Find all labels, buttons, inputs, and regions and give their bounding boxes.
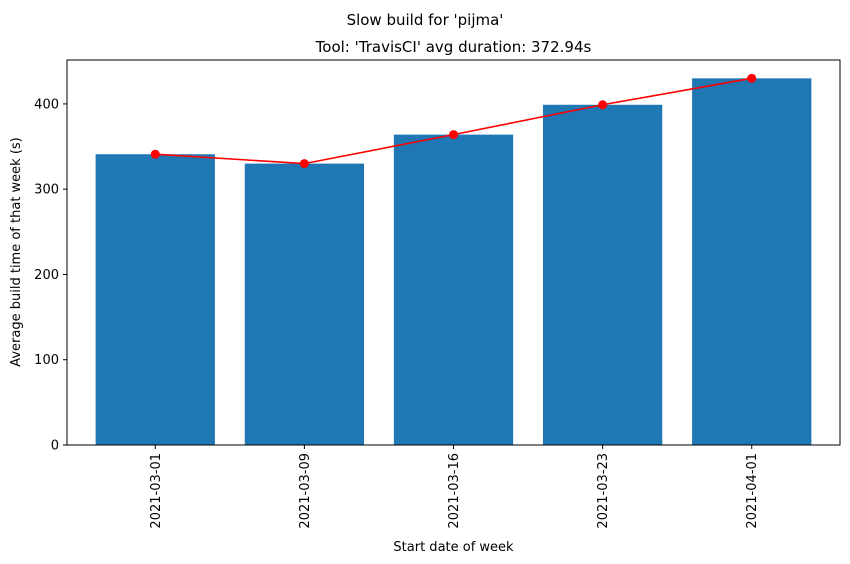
bar	[393, 134, 514, 445]
y-axis-label: Average build time of that week (s)	[9, 137, 24, 367]
line-point	[598, 100, 608, 110]
bars-group	[95, 78, 812, 446]
line-point	[150, 149, 160, 159]
x-tick-label: 2021-03-09	[298, 453, 313, 529]
x-axis: 2021-03-01 2021-03-09 2021-03-16 2021-03-23…	[149, 445, 760, 529]
chart-title: Tool: 'TravisCI' avg duration: 372.94s	[315, 38, 592, 56]
x-tick-label: 2021-04-01	[745, 453, 760, 529]
y-tick-label: 400	[34, 97, 59, 112]
x-tick-label: 2021-03-01	[149, 453, 164, 529]
y-tick-label: 0	[51, 439, 59, 454]
x-tick-label: 2021-03-16	[447, 453, 462, 529]
line-series-group	[150, 73, 757, 169]
x-tick-label: 2021-03-23	[596, 453, 611, 529]
line-point	[299, 159, 309, 169]
bar	[542, 104, 663, 445]
y-tick-label: 300	[34, 183, 59, 198]
y-tick-label: 100	[34, 353, 59, 368]
y-axis: 0 100 200 300 400	[34, 97, 67, 454]
line-point	[747, 73, 757, 83]
y-tick-label: 200	[34, 268, 59, 283]
x-axis-label: Start date of week	[393, 540, 514, 555]
bar	[244, 163, 365, 445]
chart-suptitle: Slow build for 'pijma'	[347, 11, 504, 29]
bar	[692, 78, 812, 445]
bar	[95, 154, 215, 446]
line-point	[449, 130, 458, 140]
